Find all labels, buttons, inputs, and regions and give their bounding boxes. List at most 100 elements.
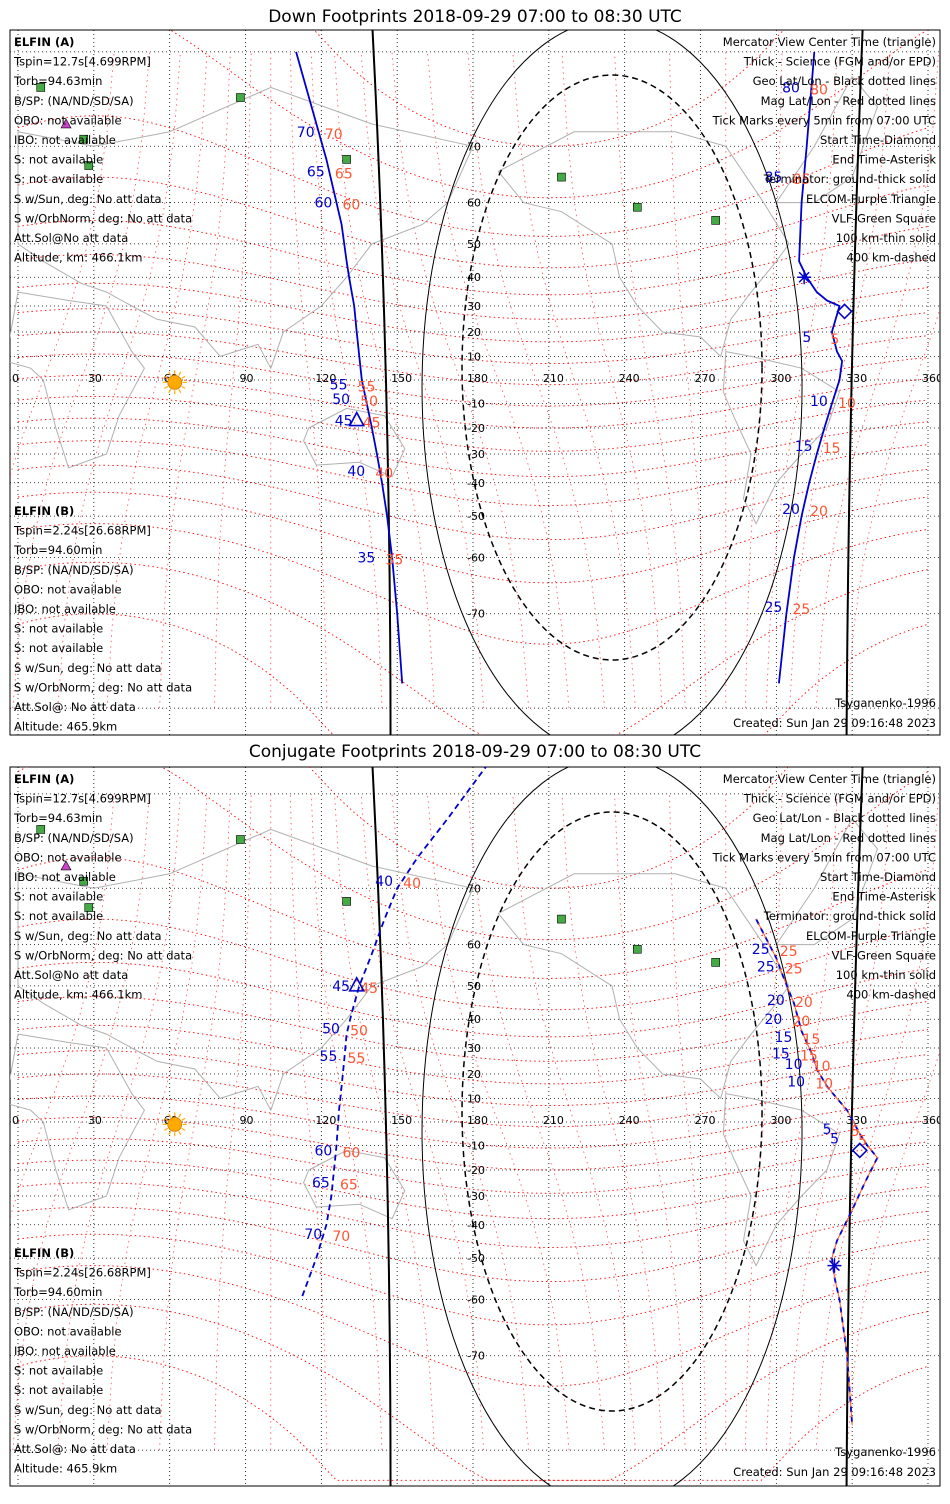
mag-latitude-line <box>17 176 929 269</box>
legend-line: ELCOM-Purple Triangle <box>806 929 936 943</box>
stations <box>36 825 720 1137</box>
track-tick-label-b: 40 <box>375 466 393 482</box>
mag-longitude-line <box>214 793 252 1451</box>
stations <box>36 83 720 395</box>
coastline <box>497 873 790 1100</box>
vlf-station-marker <box>633 944 642 954</box>
vlf-station-marker <box>633 202 642 212</box>
legend-line: Tick Marks every 5min from 07:00 UTC <box>712 113 936 127</box>
track-tick-label-b: 65 <box>335 166 353 182</box>
longitude-tick-label: 270 <box>695 372 716 385</box>
conjugate-footprints-panel: Conjugate Footprints 2018-09-29 07:00 to… <box>9 742 941 1487</box>
latitude-tick-label: -30 <box>467 448 485 461</box>
latitude-tick-label: -60 <box>467 551 485 564</box>
info-line: S: not available <box>14 622 103 636</box>
elfin-b-info: ELFIN (B) Tspin=2.24s[26.68RPM] Torb=94.60… <box>13 504 192 734</box>
legend-line: 100 km-thin solid <box>836 231 936 245</box>
track-tick-label-b: 50 <box>360 394 378 410</box>
footprint-400km-boundary <box>461 811 763 1412</box>
info-line: S w/OrbNorm, deg: No att data <box>14 1422 192 1436</box>
track-tick-label-a: 85 <box>764 170 782 186</box>
track-tick-label-a: 80 <box>782 80 800 96</box>
track-tick-label-b: 15 <box>823 441 841 457</box>
info-line: S w/Sun, deg: No att data <box>14 192 162 206</box>
latitude-tick-label: 50 <box>467 980 481 993</box>
terminator-line-east <box>845 30 864 735</box>
coastline <box>17 86 474 370</box>
track-tick-label-a: 15 <box>772 1046 790 1062</box>
sun-ray <box>168 1113 172 1118</box>
mag-longitude-line <box>290 51 328 709</box>
elfin-a-track <box>295 51 404 684</box>
track-tick-label-a: 45 <box>332 979 350 995</box>
info-line: S w/Sun, deg: No att data <box>14 1403 162 1417</box>
coastline <box>775 817 878 946</box>
created-label: Created: Sun Jan 29 09:16:48 2023 <box>733 716 936 730</box>
longitude-tick-label: 210 <box>543 372 564 385</box>
track-tick-label-a: 20 <box>764 1012 782 1028</box>
vlf-station-marker <box>711 958 720 967</box>
longitude-tick-label: 210 <box>543 1114 564 1127</box>
latitude-tick-label: 70 <box>467 882 481 895</box>
footprint-400km-boundary <box>461 74 763 661</box>
track-tick-label-b: 55 <box>358 380 376 396</box>
terminator-line-east <box>845 767 864 1486</box>
info-line: S: not available <box>14 641 103 655</box>
mag-longitude-line <box>467 793 605 1451</box>
vlf-station-marker <box>236 835 245 844</box>
track-tick-label-a: 55 <box>320 1049 338 1065</box>
longitude-tick-label: 30 <box>88 1114 102 1127</box>
model-label: Tsyganenko-1996 <box>834 1445 936 1459</box>
info-line: OBO: not available <box>14 1324 122 1338</box>
info-line: B/SP: (NA/ND/SD/SA) <box>14 831 134 845</box>
vlf-station-marker <box>711 216 720 225</box>
track-tick-label-a: 35 <box>357 550 375 566</box>
longitude-tick-label: 120 <box>315 372 336 385</box>
legend-line: 400 km-dashed <box>846 988 936 1002</box>
info-line: S w/OrbNorm, deg: No att data <box>14 211 192 225</box>
track-tick-label-a: 5 <box>823 1122 832 1138</box>
coastlines <box>10 75 878 525</box>
legend-line: End Time-Asterisk <box>832 153 936 167</box>
track-tick-label-a: 70 <box>297 125 315 141</box>
panel-title: Conjugate Footprints 2018-09-29 07:00 to… <box>249 742 701 762</box>
vlf-station-marker <box>79 134 89 144</box>
track-tick-label-a: 10 <box>810 394 828 410</box>
legend-line: Terminator: ground-thick solid <box>763 909 936 923</box>
longitude-tick-label: 90 <box>240 1114 254 1127</box>
mag-latitude-line <box>17 561 929 735</box>
track-tick-label-b: 45 <box>360 981 378 997</box>
latitude-tick-label: -20 <box>467 422 485 435</box>
mag-longitude-line <box>815 51 940 709</box>
mag-longitude-line <box>815 793 940 1451</box>
mag-longitude-line <box>614 51 686 709</box>
center-time-triangle <box>348 976 366 992</box>
mag-longitude-line <box>391 793 530 1451</box>
track-tick-label-b: 15 <box>800 1048 818 1064</box>
sun-ray <box>181 375 186 379</box>
track-tick-label-b: 5 <box>830 332 839 348</box>
track-tick-label-b: 45 <box>363 416 381 432</box>
info-line: IBO: not available <box>14 870 116 884</box>
mag-latitude-line <box>17 396 929 452</box>
legend-line: End Time-Asterisk <box>832 890 936 904</box>
latitude-tick-label: 30 <box>467 300 481 313</box>
mag-longitude-line <box>290 793 328 1451</box>
track-tick-label-b: 10 <box>815 1076 833 1092</box>
track-tick-label-a: 20 <box>782 502 800 518</box>
track-tick-label-b: 25 <box>780 944 798 960</box>
coastline <box>17 828 474 1112</box>
mag-latitude-line <box>17 918 929 1011</box>
start-time-diamond <box>836 303 853 320</box>
longitude-tick-label: 90 <box>240 372 254 385</box>
info-line: S: not available <box>14 153 103 167</box>
vlf-station-marker <box>557 172 566 182</box>
track-tick-label-a: 25 <box>752 942 770 958</box>
latitude-tick-label: 60 <box>467 939 481 952</box>
model-label: Tsyganenko-1996 <box>834 696 936 710</box>
created-label: Created: Sun Jan 29 09:16:48 2023 <box>733 1465 936 1479</box>
mag-longitude-line <box>512 793 636 1451</box>
info-line: Att.Sol@No att data <box>14 231 128 245</box>
longitude-tick-label: 0 <box>12 1114 19 1127</box>
